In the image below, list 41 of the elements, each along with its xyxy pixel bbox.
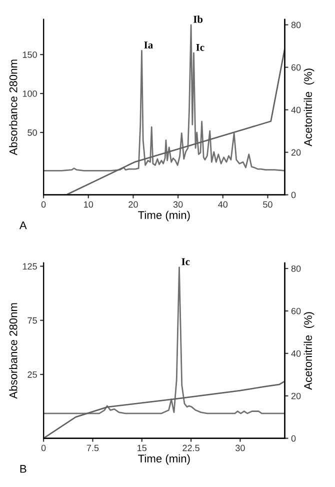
y2-tick-label: 20 bbox=[291, 149, 301, 156]
x-axis-title: Time (min) bbox=[138, 210, 190, 222]
y2-axis-title: Acetonitrile (%) bbox=[304, 312, 314, 390]
y2-tick-label: 40 bbox=[291, 106, 301, 114]
y-tick-label: 100 bbox=[22, 90, 37, 97]
y2-tick-label: 80 bbox=[291, 265, 301, 272]
y-tick-label: 50 bbox=[28, 129, 37, 136]
x-tick-label: 15 bbox=[138, 444, 147, 452]
y2-tick-label: 80 bbox=[291, 22, 301, 28]
text: A bbox=[19, 222, 27, 230]
x-axis-title: Time (min) bbox=[138, 454, 190, 465]
x-tick-label: 30 bbox=[173, 201, 183, 208]
annotation: Ic bbox=[196, 44, 204, 51]
y2-axis-title: Acetonitrile (%) bbox=[304, 68, 314, 146]
y-tick-label: 125 bbox=[22, 263, 37, 270]
y2-tick-label: 60 bbox=[291, 64, 301, 71]
annotation: Ic bbox=[182, 258, 190, 266]
line-series bbox=[44, 24, 285, 172]
y-tick-label: 150 bbox=[22, 52, 37, 58]
annotation: Ia bbox=[144, 42, 153, 49]
y2-tick-label: 20 bbox=[291, 392, 301, 400]
line-series bbox=[44, 266, 285, 414]
annotation: Ib bbox=[193, 15, 203, 23]
y2-tick-label: 60 bbox=[291, 308, 301, 314]
x-tick-label: 0 bbox=[41, 444, 46, 452]
y2-tick-label: 0 bbox=[291, 192, 296, 198]
x-tick-label: 30 bbox=[236, 444, 245, 452]
x-tick-label: 40 bbox=[218, 201, 228, 208]
x-tick-label: 22.5 bbox=[182, 444, 200, 452]
y-tick-label: 75 bbox=[28, 317, 37, 324]
text: B bbox=[20, 465, 26, 473]
x-tick-label: 0 bbox=[41, 201, 46, 208]
y2-tick-label: 40 bbox=[291, 350, 301, 357]
y-tick-label: 25 bbox=[28, 371, 37, 378]
x-tick-label: 20 bbox=[128, 201, 138, 208]
y2-tick-label: 0 bbox=[291, 435, 296, 442]
x-tick-label: 7.5 bbox=[86, 444, 99, 452]
x-tick-label: 10 bbox=[84, 201, 94, 208]
x-tick-label: 50 bbox=[263, 201, 272, 208]
y-axis-title: Absorbance 280nm bbox=[9, 303, 18, 399]
y-axis-title: Absorbance 280nm bbox=[9, 60, 18, 156]
